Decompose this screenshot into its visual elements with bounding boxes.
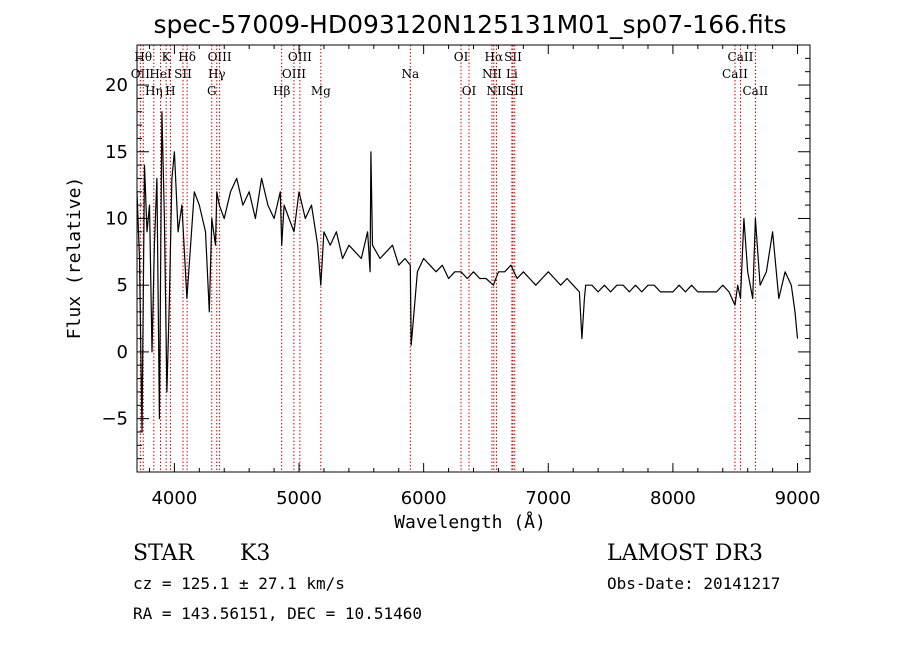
y-tick-label: 10 <box>105 208 128 229</box>
line-marker-label: NII <box>486 84 506 98</box>
line-marker-label: H <box>165 84 175 98</box>
line-marker-label: OIII <box>208 50 232 64</box>
line-marker-label: G <box>207 84 217 98</box>
line-marker-label: K <box>162 50 172 64</box>
line-marker-label: NII <box>482 67 502 81</box>
x-tick-label: 5000 <box>276 488 322 509</box>
line-marker-label: Hα <box>485 50 504 64</box>
line-marker-label: HeI <box>149 67 172 81</box>
y-axis-label: Flux (relative) <box>64 177 85 340</box>
x-tick-label: 9000 <box>775 488 821 509</box>
y-tick-label: 0 <box>117 342 128 363</box>
x-tick-label: 4000 <box>151 488 197 509</box>
line-marker-label: Hδ <box>178 50 196 64</box>
x-axis-ticks: 4000 5000 6000 7000 8000 9000 <box>148 45 821 509</box>
chart-title: spec-57009-HD093120N125131M01_sp07-166.f… <box>153 10 786 39</box>
spectrum-line <box>136 111 799 433</box>
line-marker-label: SII <box>504 50 522 64</box>
plot-frame <box>136 44 811 473</box>
line-marker-label: Li <box>506 67 518 81</box>
x-tick-label: 6000 <box>401 488 447 509</box>
y-axis-ticks: −5 0 5 10 15 20 <box>101 57 810 460</box>
y-tick-label: −5 <box>101 409 128 430</box>
x-axis-label: Wavelength (Å) <box>394 511 546 533</box>
line-marker-label: SII <box>174 67 192 81</box>
line-marker-label: Hβ <box>273 84 290 98</box>
y-tick-label: 15 <box>105 142 128 163</box>
line-marker-label: CaII <box>728 50 754 64</box>
emission-line-markers: OII Hθ Hη HeI K H SII Hδ G Hγ OIII Hβ OIII OIII Mg Na OI… <box>131 45 769 472</box>
line-marker-label: OI <box>462 84 477 98</box>
y-tick-label: 5 <box>117 275 128 296</box>
spectrum-series <box>136 111 799 433</box>
object-class: STAR <box>133 541 195 566</box>
redshift-velocity: cz = 125.1 ± 27.1 km/s <box>133 574 345 593</box>
line-marker-label: OIII <box>288 50 312 64</box>
x-tick-label: 8000 <box>650 488 696 509</box>
y-tick-label: 20 <box>105 75 128 96</box>
line-marker-label: SII <box>506 84 524 98</box>
line-marker-label: CaII <box>742 84 768 98</box>
line-marker-label: Hη <box>145 84 163 98</box>
line-marker-label: Hθ <box>134 50 152 64</box>
coordinates: RA = 143.56151, DEC = 10.51460 <box>133 604 422 623</box>
observation-date: Obs-Date: 20141217 <box>607 574 780 593</box>
survey-name: LAMOST DR3 <box>607 541 763 566</box>
line-marker-label: OII <box>131 67 151 81</box>
line-marker-label: Hγ <box>208 67 226 81</box>
line-marker-label: Mg <box>311 84 331 98</box>
line-marker-label: Na <box>401 67 419 81</box>
spectral-subclass: K3 <box>240 541 270 566</box>
line-marker-label: OI <box>454 50 469 64</box>
line-marker-label: CaII <box>722 67 748 81</box>
line-marker-label: OIII <box>282 67 306 81</box>
x-tick-label: 7000 <box>525 488 571 509</box>
